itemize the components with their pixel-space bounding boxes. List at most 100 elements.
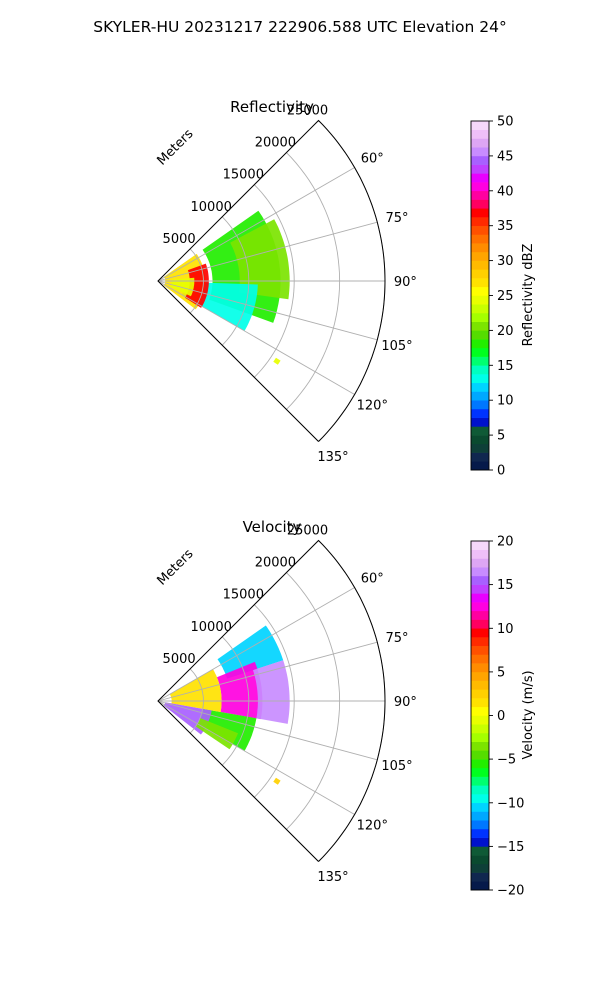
velocity-colorbar-tick-label: 15 [497, 578, 514, 593]
reflectivity-echo-region-1 [230, 219, 290, 300]
velocity-colorbar-swatch [471, 645, 489, 655]
velocity-colorbar-swatch [471, 802, 489, 812]
reflectivity-colorbar-swatch [471, 443, 489, 453]
velocity-colorbar-swatch [471, 541, 489, 551]
reflectivity-grid [157, 119, 386, 442]
reflectivity-azimuth-tick-label: 60° [361, 151, 384, 166]
velocity-radial-axis-label: Meters [155, 546, 197, 588]
velocity-radial-tick-label: 15000 [223, 588, 264, 603]
reflectivity-colorbar-swatch [471, 330, 489, 340]
velocity-colorbar-swatch [471, 872, 489, 882]
reflectivity-colorbar-swatch [471, 304, 489, 314]
velocity-colorbar-tick-label: 5 [497, 665, 505, 680]
velocity-colorbar-swatch [471, 732, 489, 742]
reflectivity-colorbar-tick-label: 0 [497, 464, 505, 479]
velocity-axis-labels: 5000 10000 15000 20000 25000 60° 75° 90° 105° 120… [163, 524, 417, 886]
velocity-azimuth-tick-label: 75° [385, 631, 408, 646]
velocity-colorbar-swatch [471, 811, 489, 821]
reflectivity-colorbar-swatch [471, 391, 489, 401]
velocity-echo-region-7 [273, 777, 281, 785]
reflectivity-colorbar-tick-label: 25 [497, 289, 514, 304]
reflectivity-colorbar-swatch [471, 312, 489, 322]
velocity-colorbar: −20 −15 −10 −5 0 5 10 15 20 [470, 535, 524, 899]
reflectivity-azimuth-gridline-4 [157, 280, 355, 395]
reflectivity-radial-tick-label: 25000 [287, 104, 328, 119]
velocity-colorbar-swatch [471, 785, 489, 795]
velocity-colorbar-tick-label: 0 [497, 709, 505, 724]
reflectivity-colorbar-swatch [471, 435, 489, 445]
velocity-azimuth-tick-label: 135° [317, 870, 348, 885]
reflectivity-radial-tick-label: 15000 [223, 168, 264, 183]
velocity-colorbar-swatch [471, 549, 489, 559]
velocity-colorbar-swatch [471, 776, 489, 786]
reflectivity-colorbar-swatch [471, 417, 489, 427]
velocity-colorbar-swatch [471, 881, 489, 891]
velocity-colorbar-swatch [471, 828, 489, 838]
velocity-colorbar-swatch [471, 584, 489, 594]
reflectivity-colorbar-swatch [471, 182, 489, 192]
reflectivity-colorbar-label: Reflectivity dBZ [521, 244, 536, 347]
velocity-colorbar-swatch [471, 663, 489, 673]
velocity-colorbar-swatch [471, 628, 489, 638]
velocity-colorbar-swatch [471, 671, 489, 681]
reflectivity-colorbar-swatch [471, 365, 489, 375]
velocity-radial-tick-label: 5000 [163, 652, 196, 667]
reflectivity-radial-tick-label: 20000 [255, 136, 296, 151]
velocity-title: Velocity [243, 518, 302, 536]
reflectivity-azimuth-tick-label: 75° [385, 211, 408, 226]
velocity-colorbar-swatch [471, 837, 489, 847]
velocity-colorbar-label: Velocity (m/s) [521, 670, 536, 759]
velocity-azimuth-gridline-1 [157, 641, 378, 702]
velocity-azimuth-tick-label: 120° [357, 819, 388, 834]
velocity-radial-tick-label: 10000 [191, 620, 232, 635]
velocity-colorbar-swatch [471, 567, 489, 577]
reflectivity-colorbar-swatch [471, 225, 489, 235]
reflectivity-colorbar-swatch [471, 452, 489, 462]
reflectivity-azimuth-tick-label: 120° [357, 399, 388, 414]
reflectivity-colorbar-swatch [471, 269, 489, 279]
reflectivity-colorbar-swatch [471, 243, 489, 253]
reflectivity-colorbar-swatch [471, 321, 489, 331]
velocity-azimuth-tick-label: 105° [381, 759, 412, 774]
reflectivity-colorbar-tick-label: 10 [497, 394, 514, 409]
reflectivity-colorbar-swatch [471, 216, 489, 227]
velocity-azimuth-tick-label: 60° [361, 571, 384, 586]
reflectivity-colorbar-swatch [471, 121, 489, 131]
velocity-colorbar-tick-label: −20 [497, 884, 524, 899]
velocity-colorbar-swatch [471, 654, 489, 664]
reflectivity-colorbar-swatch [471, 347, 489, 357]
reflectivity-colorbar-swatch [471, 155, 489, 165]
reflectivity-colorbar-tick-label: 15 [497, 359, 514, 374]
reflectivity-colorbar-swatch [471, 173, 489, 183]
reflectivity-colorbar-swatch [471, 164, 489, 174]
reflectivity-colorbar-swatch [471, 208, 489, 218]
reflectivity-colorbar-swatch [471, 147, 489, 157]
velocity-colorbar-swatch [471, 820, 489, 830]
reflectivity-axis-labels: 5000 10000 15000 20000 25000 60° 75° 90° 105° 120… [163, 104, 417, 466]
velocity-colorbar-swatch [471, 846, 489, 856]
velocity-colorbar-tick-label: 20 [497, 535, 514, 550]
reflectivity-colorbar-swatch [471, 356, 489, 366]
velocity-colorbar-swatch [471, 593, 489, 603]
reflectivity-radial-tick-label: 5000 [163, 232, 196, 247]
reflectivity-colorbar-swatch [471, 234, 489, 244]
velocity-panel: Velocity 5000 10000 15000 20000 25000 60° 75° 9… [155, 518, 536, 899]
reflectivity-colorbar-swatch [471, 260, 489, 270]
reflectivity-colorbar-swatch [471, 138, 489, 148]
velocity-colorbar-tick-label: −10 [497, 796, 524, 811]
velocity-colorbar-swatch [471, 602, 489, 612]
reflectivity-colorbar-tick-label: 45 [497, 149, 514, 164]
velocity-colorbar-swatch [471, 715, 489, 725]
velocity-colorbar-swatch [471, 750, 489, 760]
velocity-colorbar-swatch [471, 680, 489, 690]
reflectivity-colorbar-tick-label: 35 [497, 219, 514, 234]
velocity-colorbar-swatch [471, 558, 489, 568]
reflectivity-colorbar-swatch [471, 199, 489, 209]
velocity-echo-region-2 [253, 660, 290, 724]
reflectivity-colorbar: 0 5 10 15 20 25 30 35 40 45 50 [470, 115, 514, 479]
reflectivity-echo-layer [163, 210, 290, 365]
reflectivity-colorbar-tick-label: 30 [497, 254, 514, 269]
reflectivity-azimuth-gridline-0 [157, 167, 355, 282]
reflectivity-radial-tick-label: 10000 [191, 200, 232, 215]
reflectivity-colorbar-swatch [471, 251, 489, 261]
